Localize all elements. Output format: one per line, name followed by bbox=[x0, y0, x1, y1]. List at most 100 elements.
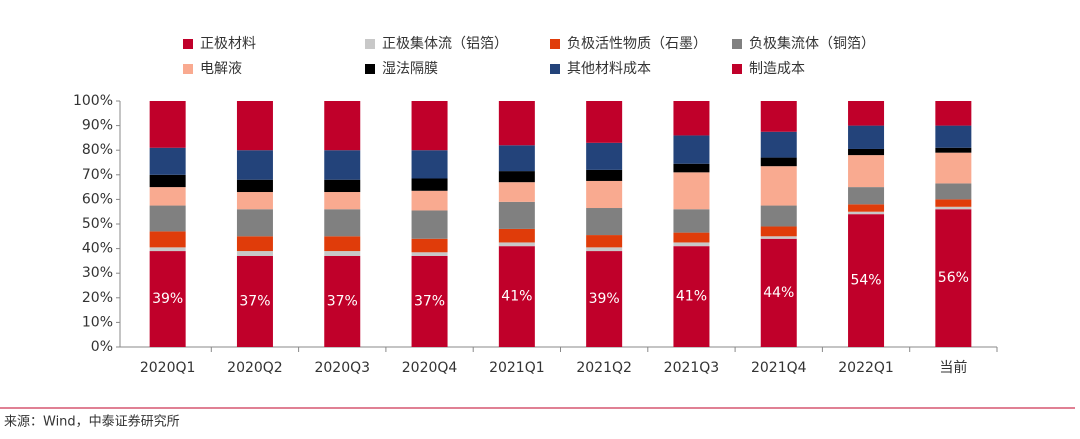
bar-segment bbox=[236, 101, 273, 151]
bar-segment bbox=[586, 169, 623, 181]
bar-segment bbox=[935, 101, 972, 126]
bar-segment bbox=[324, 150, 361, 180]
legend-label: 负极活性物质（石墨） bbox=[567, 36, 707, 52]
bar-segment bbox=[236, 255, 273, 347]
bar-segment bbox=[586, 180, 623, 209]
bar-segment bbox=[848, 187, 885, 205]
bar-segment bbox=[149, 205, 186, 232]
bar-segment bbox=[498, 242, 535, 247]
y-tick-label: 100% bbox=[73, 93, 113, 109]
y-tick-label: 40% bbox=[82, 241, 113, 257]
bar-segment bbox=[935, 147, 972, 153]
bar-segment bbox=[848, 125, 885, 149]
legend-label: 电解液 bbox=[200, 61, 242, 77]
bar-segment bbox=[673, 242, 710, 247]
bar-segment bbox=[586, 235, 623, 248]
data-label: 39% bbox=[589, 291, 620, 307]
bar-segment bbox=[324, 192, 361, 210]
data-label: 56% bbox=[938, 270, 969, 286]
bar-segment bbox=[149, 187, 186, 206]
bar-segment bbox=[149, 174, 186, 188]
bar-segment bbox=[760, 101, 797, 132]
legend-swatch bbox=[550, 39, 560, 49]
x-tick-label: 当前 bbox=[939, 359, 967, 376]
bar-segment bbox=[673, 172, 710, 210]
bar-segment bbox=[324, 101, 361, 151]
x-tick-label: 2022Q1 bbox=[838, 360, 894, 376]
bar-segment bbox=[935, 183, 972, 200]
bar-segment bbox=[586, 101, 623, 143]
bar-segment bbox=[848, 214, 885, 347]
x-tick-label: 2021Q3 bbox=[664, 360, 720, 376]
bar-segment bbox=[149, 231, 186, 248]
x-tick-label: 2020Q1 bbox=[140, 360, 196, 376]
bar-segment bbox=[760, 236, 797, 239]
bar-segment bbox=[411, 178, 448, 191]
source-note: 来源：Wind，中泰证券研究所 bbox=[4, 414, 180, 430]
bar-segment bbox=[673, 135, 710, 164]
bar-segment bbox=[411, 210, 448, 239]
bar-segment bbox=[935, 199, 972, 207]
bar-segment bbox=[149, 251, 186, 347]
x-tick-label: 2020Q4 bbox=[402, 360, 458, 376]
legend-swatch bbox=[732, 64, 742, 74]
legend-swatch bbox=[183, 64, 193, 74]
data-label: 39% bbox=[152, 291, 183, 307]
bar-segment bbox=[586, 208, 623, 236]
bar-segment bbox=[760, 238, 797, 347]
data-label: 54% bbox=[850, 273, 881, 289]
bar-segment bbox=[498, 201, 535, 229]
legend-label: 正极集体流（铝箔） bbox=[382, 35, 508, 52]
bar-segment bbox=[848, 211, 885, 215]
bar-segment bbox=[848, 155, 885, 188]
bar-segment bbox=[324, 209, 361, 237]
bar-segment bbox=[673, 101, 710, 136]
bar-segment bbox=[498, 246, 535, 347]
bar-segment bbox=[586, 251, 623, 347]
bar-segment bbox=[236, 192, 273, 210]
y-tick-label: 80% bbox=[82, 142, 113, 158]
bar-segment bbox=[236, 179, 273, 193]
bar-segment bbox=[935, 206, 972, 210]
bar-segment bbox=[411, 238, 448, 253]
bar-segment bbox=[848, 204, 885, 212]
legend-swatch bbox=[732, 39, 742, 49]
x-tick-label: 2021Q4 bbox=[751, 360, 807, 376]
bar-segment bbox=[411, 190, 448, 211]
y-tick-label: 90% bbox=[82, 118, 113, 134]
bar-segment bbox=[149, 247, 186, 252]
bar-segment bbox=[586, 142, 623, 170]
legend-label: 湿法隔膜 bbox=[382, 61, 438, 77]
bar-segment bbox=[324, 179, 361, 193]
legend-swatch bbox=[550, 64, 560, 74]
bar-segment bbox=[935, 152, 972, 184]
bar-segment bbox=[673, 232, 710, 243]
data-label: 37% bbox=[327, 293, 358, 309]
bar-segment bbox=[935, 209, 972, 347]
bar-segment bbox=[411, 101, 448, 151]
y-tick-label: 20% bbox=[82, 290, 113, 306]
bar-segment bbox=[673, 163, 710, 173]
bar-segment bbox=[324, 251, 361, 256]
bar-segment bbox=[760, 131, 797, 158]
legend-swatch bbox=[365, 64, 375, 74]
bar-segment bbox=[848, 148, 885, 156]
bar-segment bbox=[498, 171, 535, 183]
bar-segment bbox=[149, 147, 186, 175]
bar-segment bbox=[149, 101, 186, 148]
bar-segment bbox=[411, 255, 448, 347]
bar-segment bbox=[411, 252, 448, 256]
bar-segment bbox=[848, 101, 885, 126]
bar-segment bbox=[324, 236, 361, 252]
bar-segment bbox=[673, 246, 710, 347]
data-label: 41% bbox=[501, 289, 532, 305]
bar-segment bbox=[236, 209, 273, 237]
legend-label: 负极集流体（铜箔） bbox=[749, 35, 875, 52]
legend-label: 制造成本 bbox=[749, 61, 805, 77]
bar-segment bbox=[760, 166, 797, 206]
y-tick-label: 30% bbox=[82, 265, 113, 281]
data-label: 37% bbox=[414, 293, 445, 309]
bar-segment bbox=[760, 205, 797, 227]
bar-segment bbox=[498, 228, 535, 243]
